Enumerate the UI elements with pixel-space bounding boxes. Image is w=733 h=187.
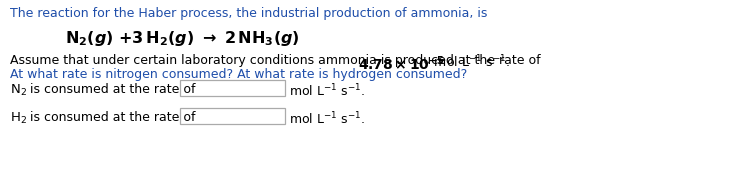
Text: is consumed at the rate of: is consumed at the rate of	[26, 83, 196, 96]
Text: is consumed at the rate of: is consumed at the rate of	[26, 111, 196, 124]
FancyBboxPatch shape	[180, 80, 285, 96]
Text: mol L$^{-1}$ s$^{-1}$.: mol L$^{-1}$ s$^{-1}$.	[430, 54, 510, 71]
Text: $\mathbf{4.78 \times 10^{-5}}$: $\mathbf{4.78 \times 10^{-5}}$	[358, 54, 445, 73]
Text: The reaction for the Haber process, the industrial production of ammonia, is: The reaction for the Haber process, the …	[10, 7, 487, 20]
FancyBboxPatch shape	[180, 108, 285, 124]
Text: $\mathrm{N_2}$: $\mathrm{N_2}$	[10, 83, 27, 98]
Text: mol L$^{-1}$ s$^{-1}$.: mol L$^{-1}$ s$^{-1}$.	[289, 83, 365, 100]
Text: Assume that under certain laboratory conditions ammonia is produced at the rate : Assume that under certain laboratory con…	[10, 54, 545, 67]
Text: At what rate is nitrogen consumed? At what rate is hydrogen consumed?: At what rate is nitrogen consumed? At wh…	[10, 68, 467, 81]
Text: mol L$^{-1}$ s$^{-1}$.: mol L$^{-1}$ s$^{-1}$.	[289, 111, 365, 128]
Text: $\mathbf{N_2}$$\boldsymbol{(g)}$ $\mathbf{+ 3\,H_2}$$\boldsymbol{(g)}$ $\mathbf{: $\mathbf{N_2}$$\boldsymbol{(g)}$ $\mathb…	[65, 29, 300, 48]
Text: $\mathrm{H_2}$: $\mathrm{H_2}$	[10, 111, 27, 126]
